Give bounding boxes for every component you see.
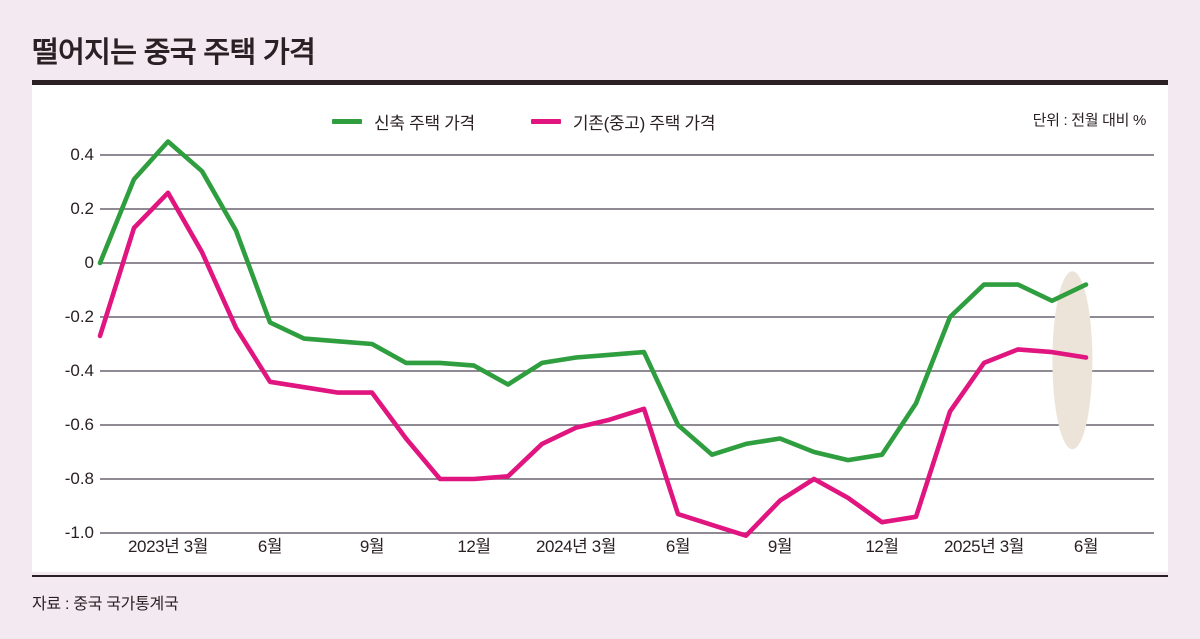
y-axis-tick-label: -0.4 [64,361,94,380]
y-axis-tick-label: -0.2 [64,307,94,326]
legend-swatch-existing-housing [530,119,561,124]
source-divider [32,575,1168,577]
y-axis-tick-label: -0.6 [64,415,94,434]
legend-label-existing-housing: 기존(중고) 주택 가격 [572,114,716,133]
legend-swatch-new-housing [332,119,362,124]
y-axis-tick-label: 0.4 [70,145,94,164]
y-axis-tick-label: 0 [84,253,94,272]
title-divider [32,80,1168,85]
y-axis-tick-label: -0.8 [64,469,94,488]
chart-panel: 신축 주택 가격 기존(중고) 주택 가격 단위 : 전월 대비 % 0.4 0.… [32,85,1168,572]
x-axis-tick-label: 9월 [767,537,793,556]
legend-item-new-housing: 신축 주택 가격 [332,109,475,134]
legend-item-existing-housing: 기존(중고) 주택 가격 [530,109,716,134]
x-axis-tick-label: 6월 [1073,537,1099,556]
line-chart-plot: 0.4 0.2 0 -0.2 -0.4 -0.6 -0.8 -1.0 2023년 3월 6월 9월 1… [32,85,1168,572]
y-axis-tick-label: 0.2 [70,199,94,218]
legend-label-new-housing: 신축 주택 가격 [374,114,475,133]
x-axis-tick-label: 12월 [865,537,899,556]
x-axis-tick-label: 12월 [457,537,491,556]
x-axis-tick-label: 2024년 3월 [535,537,617,556]
source-note: 자료 : 중국 국가통계국 [32,596,179,613]
x-axis-tick-label: 2025년 3월 [943,537,1025,556]
chart-legend: 신축 주택 가격 기존(중고) 주택 가격 [332,109,715,134]
x-axis-tick-label: 2023년 3월 [127,537,209,556]
title-block: 떨어지는 중국 주택 가격 [32,30,1168,76]
y-axis-tick-label: -1.0 [64,523,94,542]
x-axis-tick-label: 6월 [665,537,691,556]
unit-note: 단위 : 전월 대비 % [1032,112,1147,129]
page-title: 떨어지는 중국 주택 가격 [32,36,316,69]
x-axis-tick-label: 6월 [257,537,283,556]
x-axis-tick-label: 9월 [359,537,385,556]
